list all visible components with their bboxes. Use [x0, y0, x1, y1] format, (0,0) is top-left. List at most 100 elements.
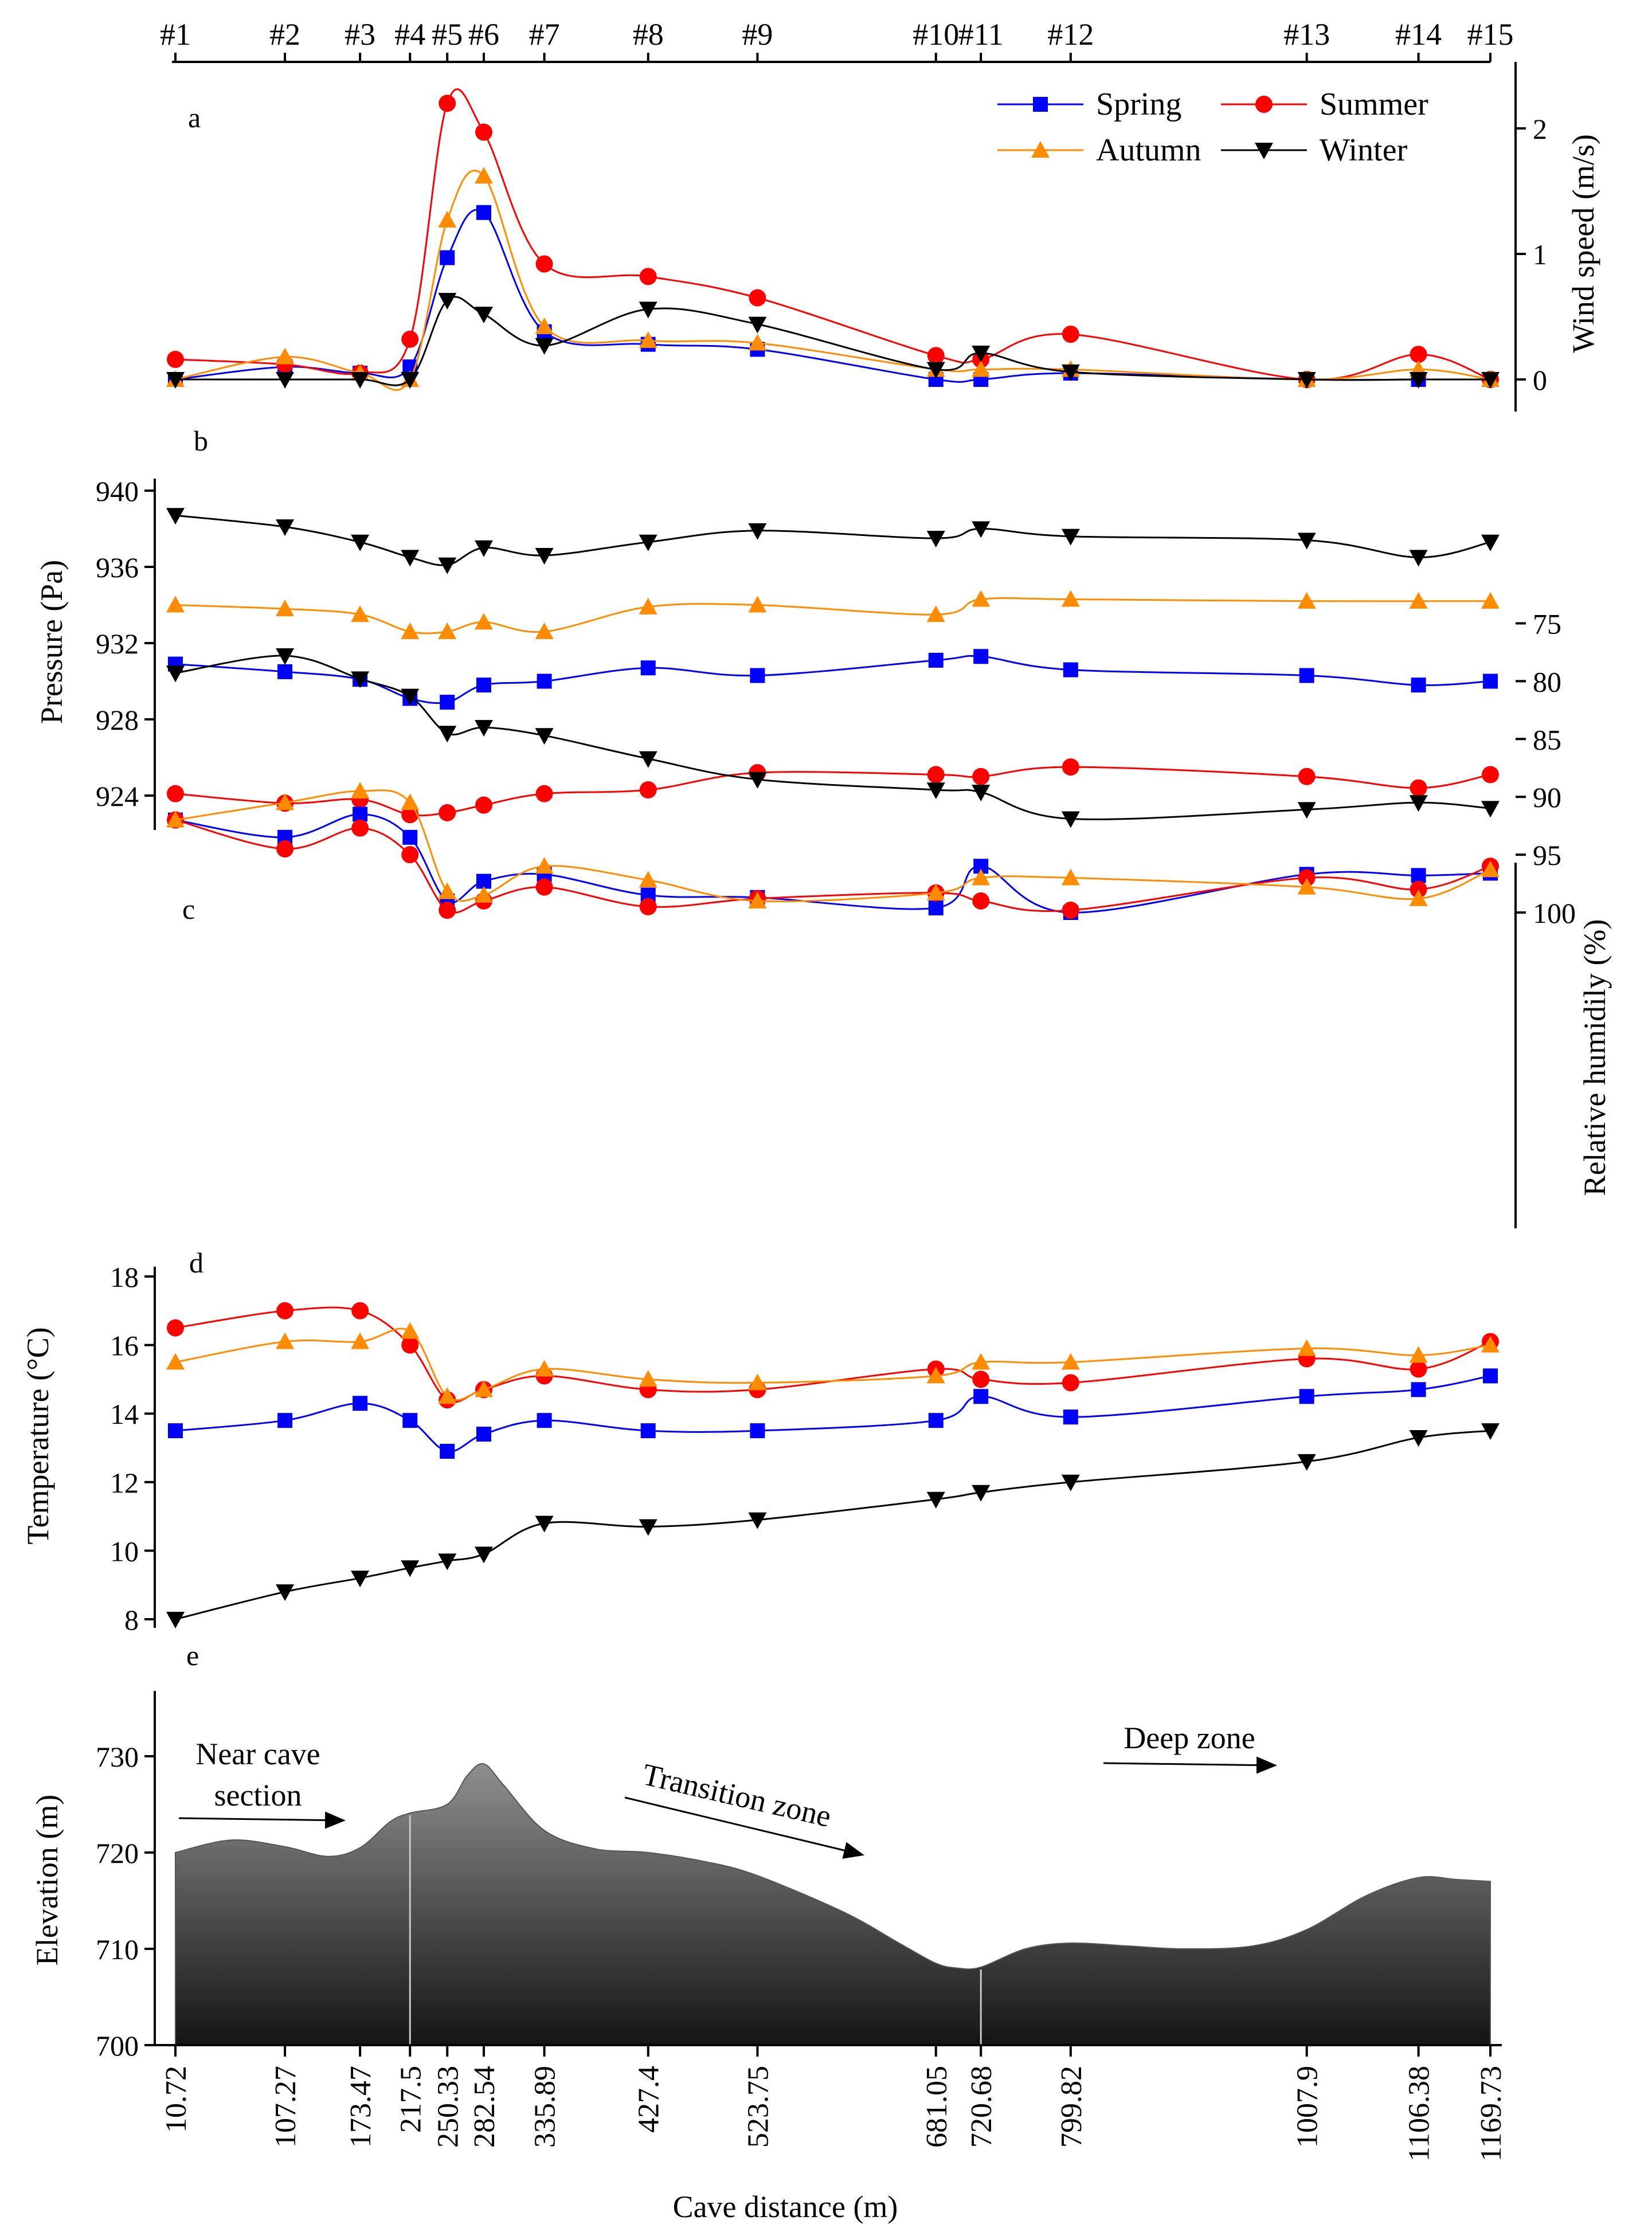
data-point-winter: [401, 1560, 420, 1577]
data-point-spring: [277, 664, 293, 679]
y-tick-label: 16: [110, 1330, 139, 1362]
panel-c-series: [166, 648, 1500, 920]
data-point-winter: [639, 751, 657, 768]
data-point-summer: [401, 846, 419, 864]
data-point-winter: [1481, 1423, 1500, 1440]
data-point-spring: [750, 1423, 765, 1439]
data-point-winter: [276, 519, 295, 537]
legend-label-autumn: Autumn: [1096, 132, 1201, 168]
data-point-winter: [166, 665, 185, 683]
data-point-winter: [1409, 550, 1428, 567]
panel-b-y-ticks: 924 928 932 936 940: [96, 475, 155, 812]
data-point-autumn: [639, 1370, 657, 1387]
x-tick-label: 720.68: [965, 2066, 998, 2148]
data-point-autumn: [972, 1353, 991, 1370]
x-tick-label: 173.47: [345, 2066, 377, 2148]
data-point-winter: [972, 521, 991, 538]
data-point-winter: [438, 1553, 457, 1571]
station-label: #9: [742, 17, 773, 52]
panel-c-y-label: Relative humidily (%): [1577, 919, 1612, 1196]
data-point-spring: [440, 250, 455, 265]
panel-label-d: d: [189, 1247, 203, 1279]
x-tick-label: 523.75: [742, 2066, 774, 2148]
data-point-summer: [167, 785, 184, 802]
data-point-autumn: [748, 891, 767, 909]
series-line-autumn: [175, 1327, 1491, 1401]
data-point-winter: [1297, 532, 1316, 550]
panel-e-elevation: 700 710 720 730 10.72 107.27 173.47 217.5 250.3…: [30, 1691, 1508, 2224]
data-point-autumn: [535, 318, 554, 335]
station-axis: #1 #2 #3 #4 #5 #6 #7 #8 #9 #10#11 #12 #13 #14 #15: [160, 17, 1514, 63]
y-tick-label: 85: [1533, 723, 1561, 755]
data-point-winter: [972, 1485, 991, 1502]
data-point-winter: [535, 728, 554, 745]
data-point-autumn: [1481, 592, 1500, 609]
data-point-winter: [1061, 811, 1080, 828]
data-point-autumn: [748, 596, 767, 613]
annotation-section: section: [214, 1778, 302, 1812]
y-tick-label: 12: [110, 1467, 139, 1499]
data-point-autumn: [639, 871, 657, 888]
y-tick-label: 720: [96, 1837, 139, 1869]
data-point-winter: [276, 1584, 295, 1601]
data-point-summer: [1062, 758, 1079, 776]
data-point-spring: [168, 1423, 183, 1439]
x-tick-label: 1169.73: [1475, 2066, 1508, 2161]
panel-b-pressure: 924 928 932 936 940 Pressure (Pa): [34, 475, 1500, 830]
data-point-autumn: [276, 1332, 295, 1349]
data-point-spring: [973, 649, 989, 664]
data-point-winter: [748, 772, 767, 789]
data-point-winter: [1297, 802, 1316, 819]
data-point-summer: [1410, 880, 1427, 898]
x-tick-label: 335.89: [529, 2066, 562, 2148]
data-point-winter: [1061, 1474, 1080, 1491]
data-point-winter: [926, 531, 945, 548]
data-point-spring: [1411, 868, 1426, 883]
data-point-autumn: [1297, 592, 1316, 609]
panel-label-c: c: [182, 893, 195, 925]
data-point-winter: [351, 1571, 370, 1588]
y-tick-label: 95: [1533, 839, 1561, 871]
data-point-summer: [639, 781, 657, 799]
data-point-summer: [972, 767, 990, 785]
data-point-summer: [475, 796, 493, 814]
data-point-winter: [926, 1491, 945, 1509]
legend-marker-autumn: [1031, 141, 1050, 158]
x-tick-label: 250.33: [432, 2066, 464, 2148]
data-point-summer: [972, 1370, 990, 1388]
data-point-summer: [1298, 767, 1316, 785]
panel-label-e: e: [186, 1639, 199, 1671]
data-point-winter: [475, 720, 494, 737]
station-label: #5: [432, 17, 463, 52]
data-point-winter: [1297, 372, 1316, 389]
legend-marker-summer: [1255, 96, 1273, 113]
data-point-autumn: [351, 605, 370, 622]
data-point-autumn: [1061, 590, 1080, 607]
series-line-autumn: [175, 597, 1490, 635]
data-point-autumn: [535, 1360, 554, 1377]
annotation-deep-zone: Deep zone: [1123, 1721, 1255, 1755]
data-point-spring: [277, 1413, 293, 1428]
x-tick-label: 10.72: [160, 2066, 193, 2133]
station-label: #7: [529, 17, 560, 52]
data-point-winter: [166, 372, 185, 389]
x-tick-label: 681.05: [921, 2066, 953, 2148]
data-point-winter: [639, 301, 657, 319]
panel-a-wind-speed: 0 1 2 Wind speed (m/s) Spring Summer Autumn W…: [166, 62, 1600, 412]
data-point-spring: [640, 660, 656, 676]
data-point-spring: [402, 829, 418, 845]
series-line-spring: [175, 1375, 1491, 1452]
data-point-spring: [476, 678, 492, 693]
data-point-winter: [535, 338, 554, 355]
y-tick-label: 700: [96, 2030, 139, 2062]
data-point-winter: [972, 785, 991, 802]
data-point-spring: [928, 900, 944, 915]
data-point-winter: [1481, 534, 1500, 551]
data-point-autumn: [1297, 1339, 1316, 1356]
data-point-summer: [1062, 901, 1079, 919]
data-point-autumn: [166, 1353, 185, 1370]
data-point-spring: [353, 1396, 368, 1411]
data-point-autumn: [639, 597, 657, 614]
data-point-autumn: [475, 886, 494, 903]
